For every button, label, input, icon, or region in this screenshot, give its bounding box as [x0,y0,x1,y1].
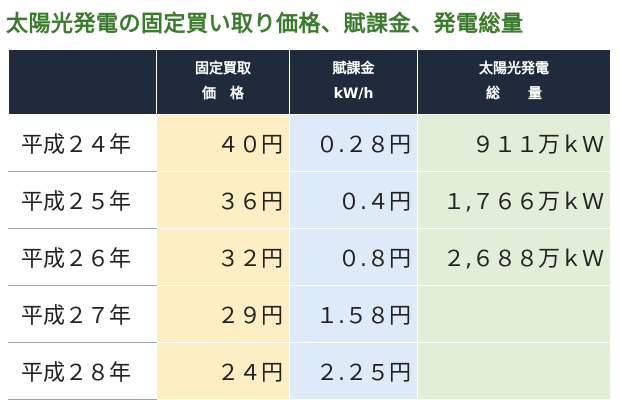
year-cell: 平成２８年 [8,342,157,400]
year-cell: 平成２５年 [8,171,157,229]
price-cell: ２９円 [156,285,290,343]
page-title: 太陽光発電の固定買い取り価格、賦課金、発電総量 [6,12,524,37]
price-cell: ３２円 [156,228,290,286]
generation-cell: １,７６６万ｋＷ [417,171,611,229]
generation-cell: ２,６８８万ｋＷ [417,228,611,286]
levy-cell: ０.４円 [289,171,418,229]
table-row: 平成２７年 ２９円 １.５８円 [8,285,611,343]
price-cell: ３６円 [156,171,290,229]
header-generation: 太陽光発電 総 量 [417,49,611,115]
table-row: 平成２５年 ３６円 ０.４円 １,７６６万ｋＷ [8,171,611,229]
generation-cell [417,285,611,343]
generation-cell: ９１１万ｋＷ [417,114,611,172]
header-levy-line2: kW/h [333,86,374,102]
header-year [8,49,157,115]
header-levy: 賦課金 kW/h [289,49,418,115]
year-cell: 平成２７年 [8,285,157,343]
table-row: 平成２８年 ２４円 ２.２５円 [8,342,611,400]
year-cell: 平成２４年 [8,114,157,172]
table-row: 平成２６年 ３２円 ０.８円 ２,６８８万ｋＷ [8,228,611,286]
levy-cell: １.５８円 [289,285,418,343]
header-price: 固定買取 価 格 [156,49,290,115]
price-cell: ４０円 [156,114,290,172]
levy-cell: ２.２５円 [289,342,418,400]
data-table: 固定買取 価 格 賦課金 kW/h 太陽光発電 総 量 平成２４年 ４０円 ０.… [8,49,611,400]
header-generation-line2: 総 量 [486,86,542,102]
header-row: 固定買取 価 格 賦課金 kW/h 太陽光発電 総 量 [8,49,611,115]
generation-cell [417,342,611,400]
year-cell: 平成２６年 [8,228,157,286]
levy-cell: ０.８円 [289,228,418,286]
header-price-line2: 価 格 [202,86,244,102]
table-row: 平成２４年 ４０円 ０.２８円 ９１１万ｋＷ [8,114,611,172]
header-levy-line1: 賦課金 [332,61,375,77]
header-generation-line1: 太陽光発電 [479,61,549,77]
levy-cell: ０.２８円 [289,114,418,172]
header-price-line1: 固定買取 [195,61,251,77]
price-cell: ２４円 [156,342,290,400]
